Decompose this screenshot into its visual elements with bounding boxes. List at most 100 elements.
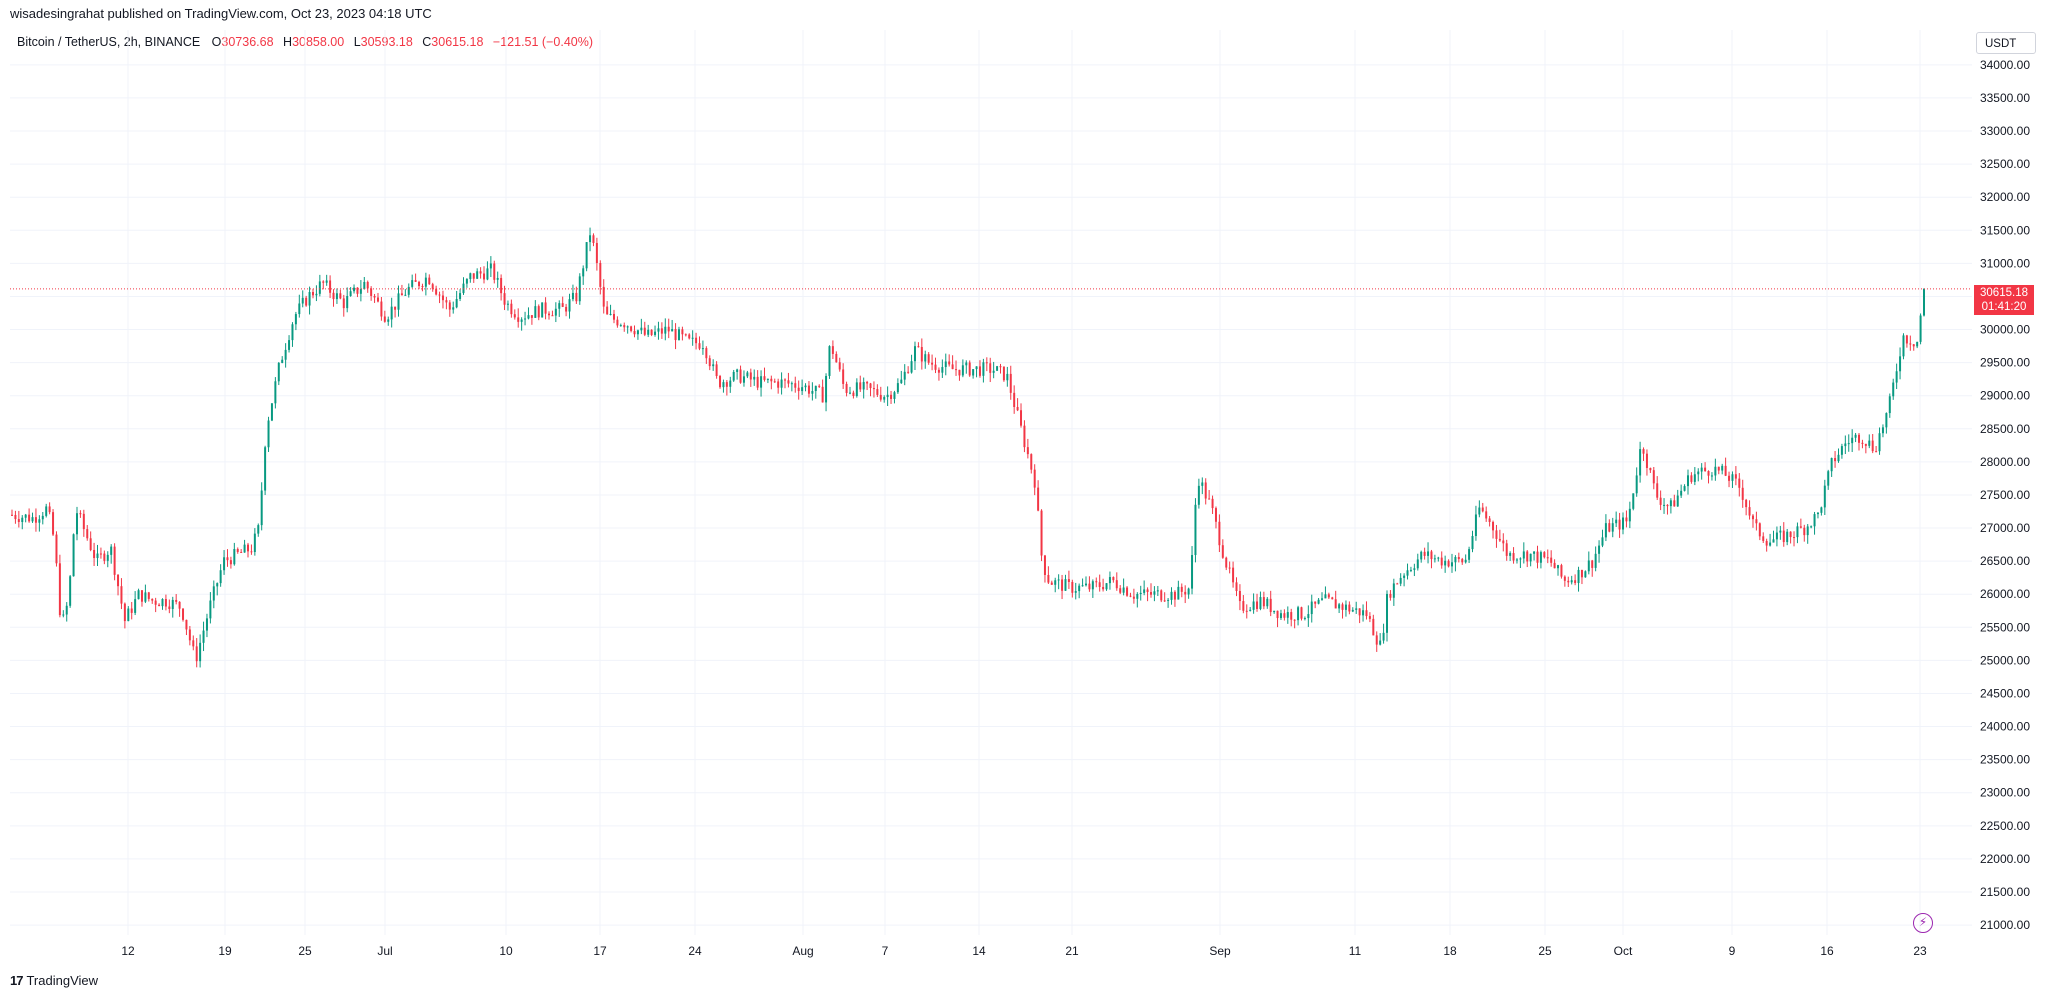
candle-body bbox=[660, 328, 663, 334]
candle-body bbox=[636, 330, 639, 335]
candle-body bbox=[1690, 475, 1693, 482]
candle-body bbox=[373, 295, 376, 298]
candle-body bbox=[1762, 536, 1765, 541]
candle-body bbox=[1710, 475, 1713, 477]
candle-body bbox=[712, 364, 715, 367]
candle-body bbox=[838, 362, 841, 370]
candle-body bbox=[1112, 577, 1115, 581]
candle-body bbox=[1892, 382, 1895, 397]
candle-body bbox=[140, 590, 143, 602]
candle-body bbox=[1748, 507, 1751, 516]
candle-body bbox=[1256, 601, 1259, 609]
y-tick-label: 21000.00 bbox=[1980, 918, 2030, 932]
candle-body bbox=[698, 343, 701, 349]
candle-body bbox=[1423, 551, 1426, 556]
tradingview-logo-icon: 17 bbox=[10, 973, 24, 988]
candle-body bbox=[626, 326, 629, 328]
candle-body bbox=[346, 295, 349, 309]
candle-body bbox=[1403, 575, 1406, 578]
candle-body bbox=[606, 306, 609, 315]
candle-body bbox=[1539, 552, 1542, 563]
candle-body bbox=[1197, 485, 1200, 505]
candle-body bbox=[103, 553, 106, 561]
candle-body bbox=[941, 367, 944, 373]
candle-body bbox=[1536, 551, 1539, 563]
candle-body bbox=[1163, 600, 1166, 602]
y-tick-label: 24500.00 bbox=[1980, 686, 2030, 700]
candle-body bbox=[209, 600, 212, 619]
candle-body bbox=[123, 603, 126, 622]
candle-body bbox=[99, 553, 102, 555]
candle-body bbox=[575, 292, 578, 302]
lightning-icon[interactable]: ⚡ bbox=[1913, 913, 1933, 933]
candle-body bbox=[1683, 486, 1686, 491]
candle-body bbox=[219, 570, 222, 584]
candle-body bbox=[1444, 560, 1447, 566]
candle-body bbox=[814, 385, 817, 391]
high-label: H bbox=[283, 35, 293, 49]
candle-body bbox=[797, 387, 800, 392]
candle-body bbox=[281, 359, 284, 363]
candle-body bbox=[1108, 577, 1111, 584]
x-tick-label: 14 bbox=[972, 944, 986, 958]
candle-body bbox=[233, 548, 236, 565]
x-tick-label: 10 bbox=[499, 944, 513, 958]
candle-body bbox=[1598, 545, 1601, 554]
candle-body bbox=[503, 293, 506, 305]
y-tick-label: 31500.00 bbox=[1980, 223, 2030, 237]
candle-body bbox=[900, 379, 903, 384]
candle-body bbox=[86, 529, 89, 539]
x-tick-label: 21 bbox=[1065, 944, 1079, 958]
candle-body bbox=[75, 513, 78, 535]
candle-body bbox=[400, 293, 403, 296]
candle-body bbox=[968, 362, 971, 376]
candle-body bbox=[612, 313, 615, 320]
candle-body bbox=[1149, 592, 1152, 595]
currency-selector-button[interactable]: USDT bbox=[1976, 32, 2036, 54]
change-value: −121.51 (−0.40%) bbox=[492, 35, 593, 49]
candle-body bbox=[489, 263, 492, 269]
candle-body bbox=[448, 302, 451, 310]
candle-body bbox=[1851, 437, 1854, 444]
candle-body bbox=[1803, 527, 1806, 536]
candle-body bbox=[17, 519, 20, 523]
candle-body bbox=[1355, 608, 1358, 610]
candle-body bbox=[920, 346, 923, 362]
candle-body bbox=[1844, 443, 1847, 447]
candle-body bbox=[688, 334, 691, 339]
candle-body bbox=[1902, 335, 1905, 357]
candle-body bbox=[866, 381, 869, 384]
candle-body bbox=[1827, 471, 1830, 486]
candle-body bbox=[1095, 581, 1098, 583]
x-tick-label: Oct bbox=[1614, 944, 1633, 958]
candle-body bbox=[164, 599, 167, 607]
candle-body bbox=[1368, 616, 1371, 619]
candle-body bbox=[1563, 576, 1566, 581]
candle-body bbox=[801, 387, 804, 392]
candle-body bbox=[1081, 585, 1084, 587]
candle-body bbox=[609, 313, 612, 315]
x-tick-label: Sep bbox=[1209, 944, 1231, 958]
candle-body bbox=[1639, 449, 1642, 476]
candle-body bbox=[978, 366, 981, 376]
candle-body bbox=[175, 599, 178, 602]
candle-body bbox=[322, 281, 325, 283]
candle-body bbox=[667, 326, 670, 332]
candle-body bbox=[736, 369, 739, 372]
candle-body bbox=[1040, 510, 1043, 556]
x-tick-label: Aug bbox=[792, 944, 813, 958]
x-tick-label: 11 bbox=[1349, 944, 1362, 958]
candle-body bbox=[332, 292, 335, 300]
candle-body bbox=[1495, 530, 1498, 539]
candle-body bbox=[1526, 551, 1529, 562]
candle-body bbox=[240, 551, 243, 553]
candle-body bbox=[1437, 557, 1440, 559]
candle-body bbox=[41, 515, 44, 520]
candle-body bbox=[1481, 507, 1484, 512]
candle-body bbox=[1249, 609, 1252, 611]
candle-body bbox=[445, 300, 448, 303]
symbol-name[interactable]: Bitcoin / TetherUS, 2h, BINANCE bbox=[17, 35, 201, 49]
candle-body bbox=[524, 318, 527, 320]
candle-body bbox=[541, 302, 544, 318]
